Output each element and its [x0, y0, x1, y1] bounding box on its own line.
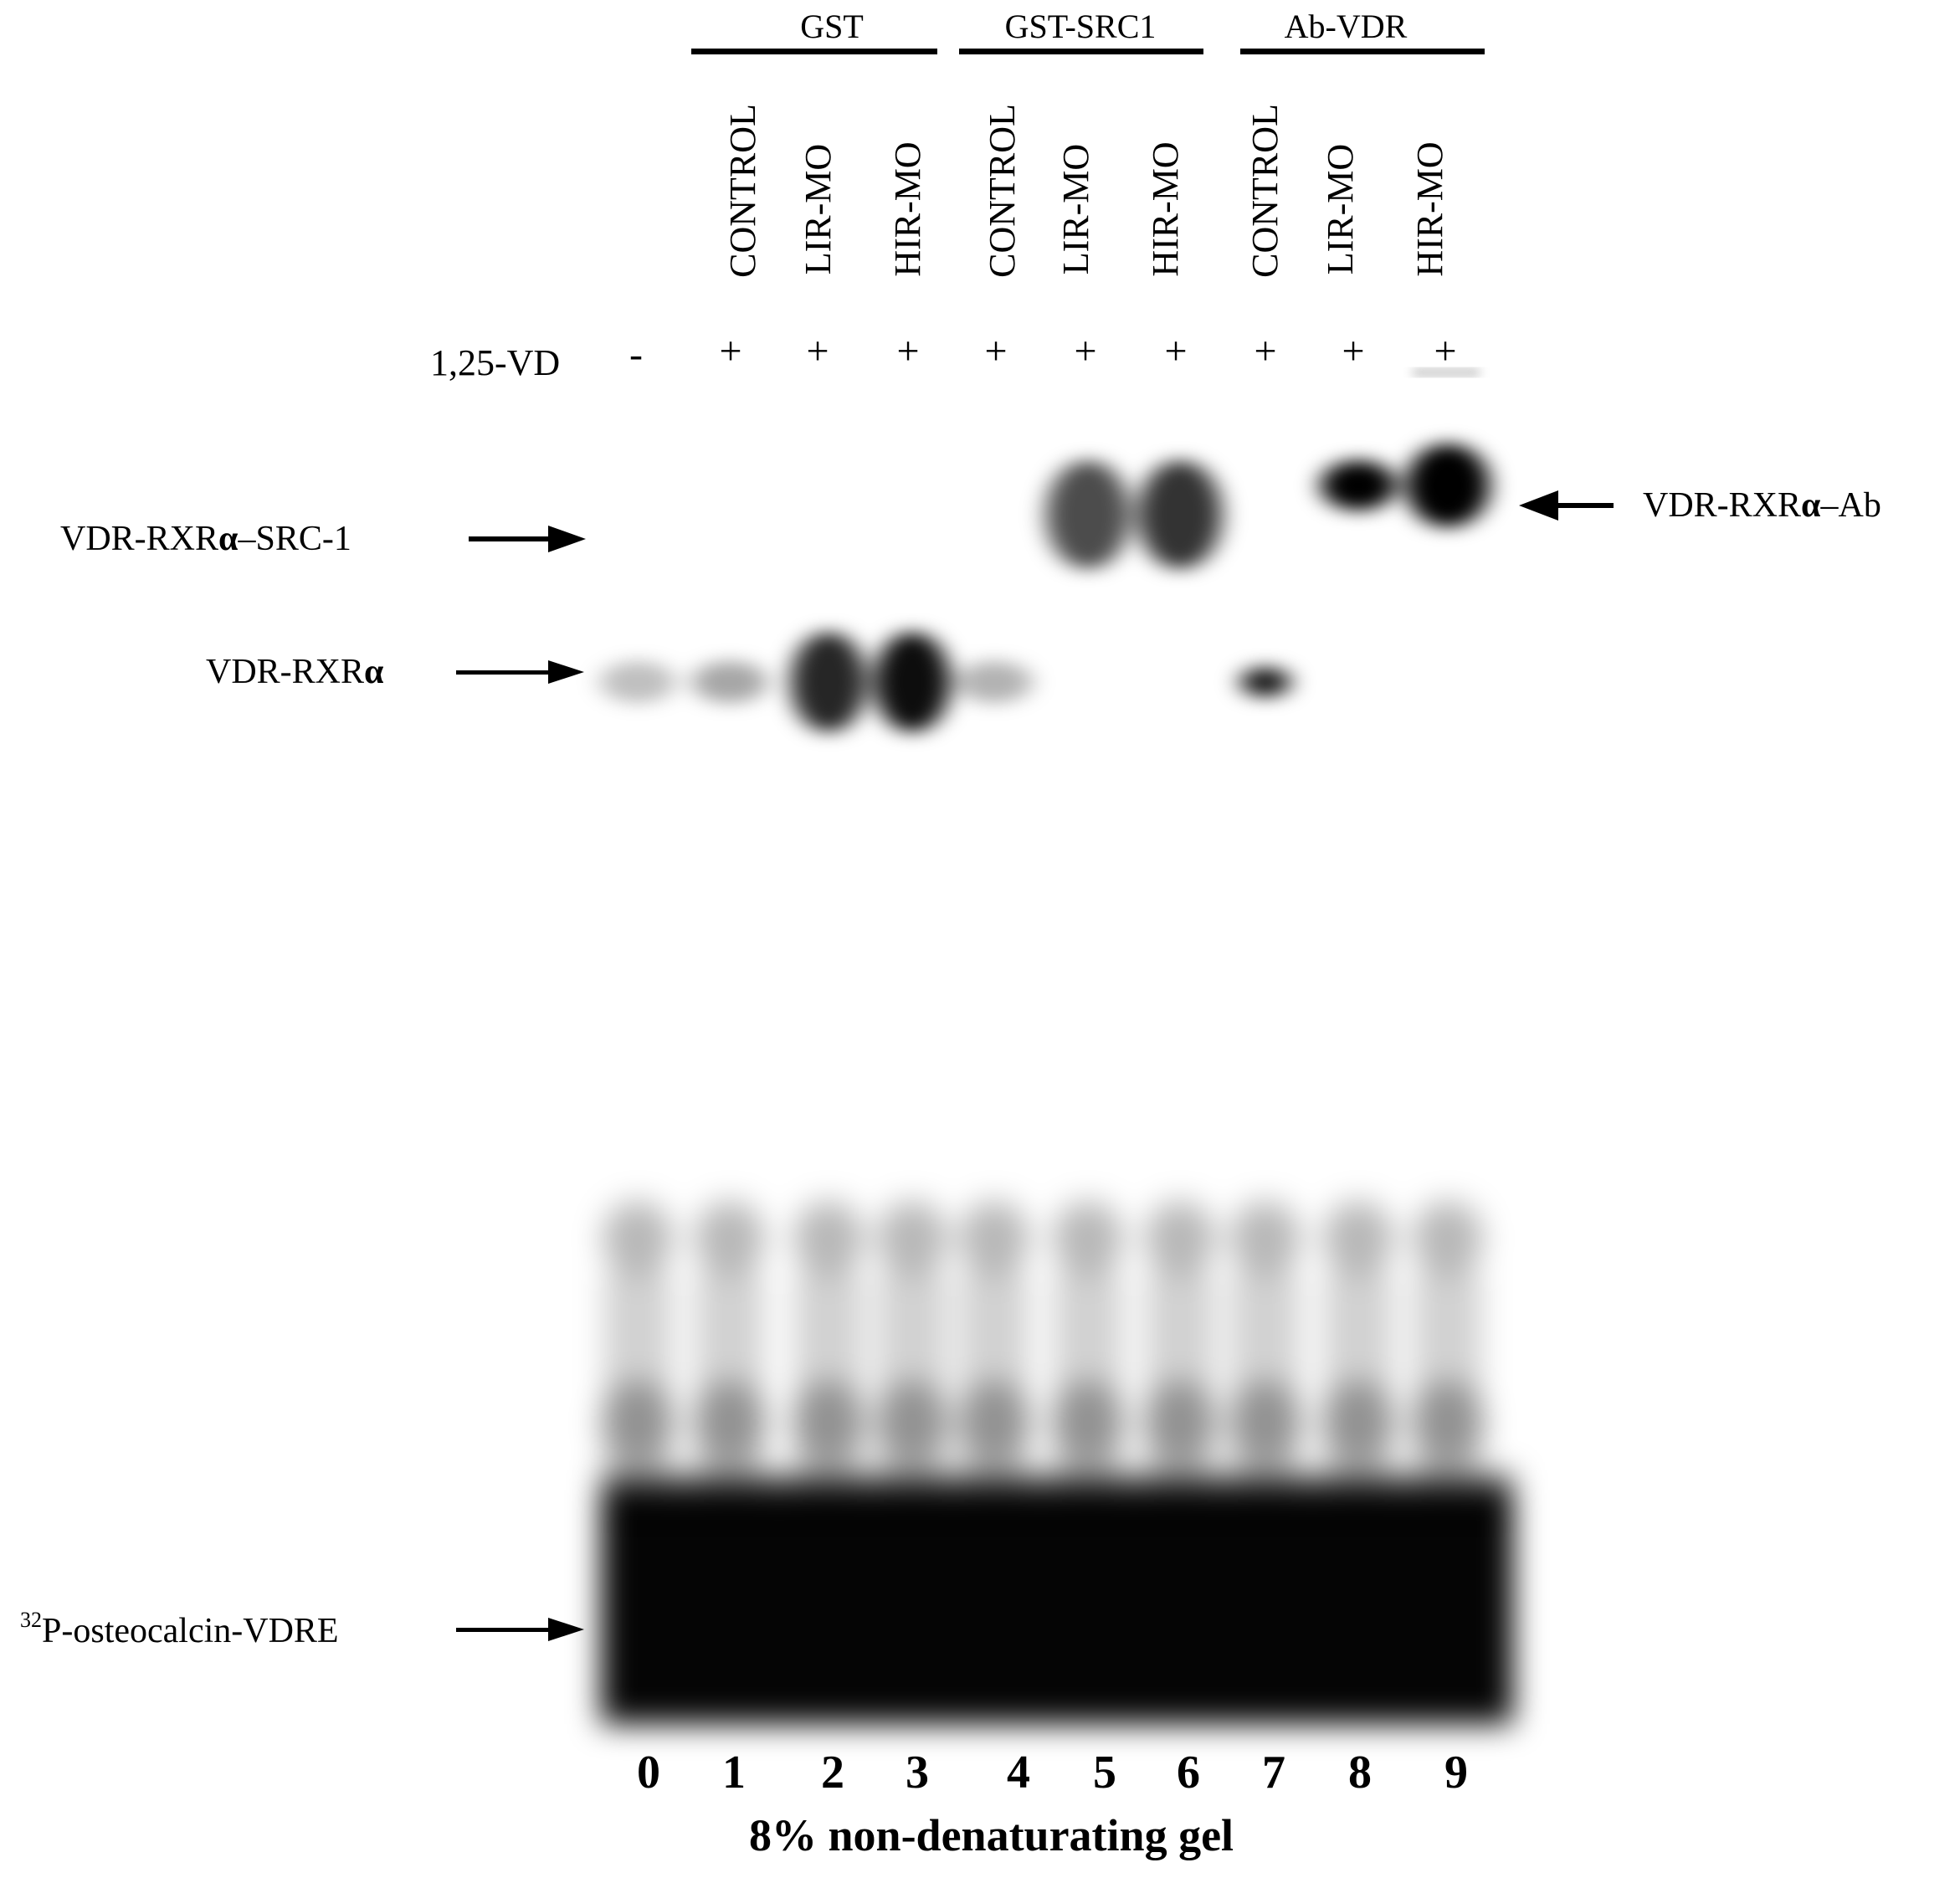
lane-number-4: 4	[1007, 1747, 1030, 1798]
label-probe-sup: 32	[20, 1608, 42, 1632]
lane-number-5: 5	[1093, 1747, 1116, 1798]
lane-number-9: 9	[1444, 1747, 1468, 1798]
group-label-ab-vdr: Ab-VDR	[1284, 8, 1408, 45]
label-probe: 32P-osteocalcin-VDRE	[20, 1609, 339, 1650]
well-mark	[1413, 369, 1480, 376]
lane-number-1: 1	[722, 1747, 746, 1798]
band-vdr-rxr-lane-4	[957, 661, 1032, 703]
lane-number-8: 8	[1348, 1747, 1372, 1798]
vd-sign-7: +	[1254, 329, 1277, 373]
probe-upper-smear-lane-1	[695, 1201, 765, 1276]
probe-upper-smear-lane-9	[1413, 1201, 1483, 1276]
probe-upper-smear-lane-5	[1053, 1201, 1123, 1276]
vd-sign-5: +	[1074, 329, 1097, 373]
vd-sign-3: +	[896, 329, 920, 373]
label-vdr-rxr-src1-suffix: –SRC-1	[238, 520, 351, 558]
label-probe-main: P-osteocalcin-VDRE	[42, 1612, 339, 1650]
alpha-symbol: α	[364, 653, 384, 691]
label-vdr-rxr-src1-prefix: VDR-RXR	[60, 520, 219, 558]
label-vdr-rxr-ab-prefix: VDR-RXR	[1643, 486, 1802, 525]
probe-lower-smear-lane-8	[1321, 1381, 1395, 1465]
label-vdr-rxr-ab-suffix: –Ab	[1820, 486, 1881, 525]
probe-lower-smear-lane-5	[1051, 1381, 1125, 1465]
free-probe-region	[601, 1201, 1513, 1724]
band-vdr-rxr-lane-1	[692, 661, 767, 703]
probe-lower-smear-lane-3	[875, 1381, 949, 1465]
probe-upper-smear-lane-3	[877, 1201, 947, 1276]
lane-number-2: 2	[821, 1747, 844, 1798]
arrow-probe	[456, 1618, 584, 1641]
band-vdr-rxr-src1-lane-5	[1046, 460, 1130, 569]
vd-sign-4: +	[984, 329, 1008, 373]
lane-number-0: 0	[637, 1747, 660, 1798]
probe-lower-smear-lane-4	[957, 1381, 1031, 1465]
probe-upper-smear-lane-0	[603, 1201, 673, 1276]
band-vdr-rxr-lane-7	[1240, 667, 1290, 697]
probe-upper-smear-lane-6	[1145, 1201, 1215, 1276]
probe-upper-smear-lane-2	[793, 1201, 864, 1276]
arrow-vdr-rxr-ab	[1519, 490, 1614, 521]
lane-number-6: 6	[1177, 1747, 1200, 1798]
treatment-row-label: 1,25-VD	[430, 342, 561, 383]
vd-sign-1: +	[719, 329, 742, 373]
probe-upper-smear-lane-4	[959, 1201, 1029, 1276]
band-vdr-rxr-ab-lane-9	[1406, 444, 1490, 527]
probe-lower-smear-lane-0	[601, 1381, 675, 1465]
vd-sign-8: +	[1342, 329, 1365, 373]
label-vdr-rxr-ab: VDR-RXRα–Ab	[1643, 488, 1881, 523]
probe-lower-smear-lane-2	[792, 1381, 865, 1465]
band-vdr-rxr-lane-3	[875, 632, 950, 732]
probe-upper-smear-lane-7	[1230, 1201, 1301, 1276]
group-label-gst-src1: GST-SRC1	[1004, 8, 1157, 45]
probe-lower-smear-lane-1	[693, 1381, 767, 1465]
group-line-gst	[691, 49, 937, 54]
probe-upper-smear-lane-8	[1323, 1201, 1393, 1276]
arrow-vdr-rxr-src1	[469, 526, 586, 552]
group-line-ab-vdr	[1240, 49, 1485, 54]
band-vdr-rxr-lane-0	[600, 661, 675, 703]
vd-sign-2: +	[806, 329, 829, 373]
lane-number-3: 3	[906, 1747, 929, 1798]
vd-sign-0: -	[629, 332, 643, 377]
probe-lower-smear-lane-9	[1411, 1381, 1485, 1465]
label-vdr-rxr: VDR-RXRα	[206, 654, 383, 690]
vd-sign-9: +	[1434, 329, 1457, 373]
gel-caption: 8% non-denaturating gel	[749, 1810, 1234, 1860]
vd-sign-6: +	[1164, 329, 1188, 373]
band-vdr-rxr-src1-lane-6	[1138, 460, 1222, 569]
band-vdr-rxr-ab-lane-8	[1321, 460, 1396, 511]
probe-lower-smear-lane-7	[1229, 1381, 1302, 1465]
group-line-gst-src1	[959, 49, 1203, 54]
label-vdr-rxr-src1: VDR-RXRα–SRC-1	[60, 521, 351, 557]
group-label-gst: GST	[800, 8, 864, 45]
alpha-symbol: α	[1801, 486, 1821, 525]
probe-lower-smear-lane-6	[1143, 1381, 1217, 1465]
alpha-symbol: α	[218, 520, 239, 558]
band-vdr-rxr-lane-2	[791, 632, 866, 732]
lane-number-7: 7	[1262, 1747, 1285, 1798]
arrow-vdr-rxr	[456, 660, 584, 684]
label-vdr-rxr-prefix: VDR-RXR	[206, 653, 365, 691]
